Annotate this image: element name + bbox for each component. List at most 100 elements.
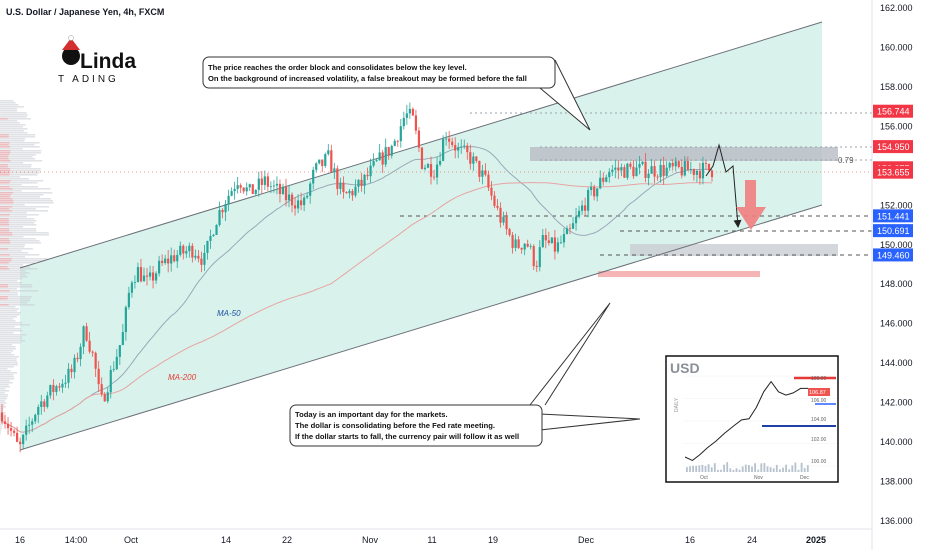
volume-profile-bar (0, 152, 11, 154)
volume-profile-bar (0, 214, 10, 216)
price-tick-label: 138.000 (880, 477, 913, 487)
candle-body (170, 255, 173, 264)
volume-profile-bar (0, 260, 12, 262)
candle-body (194, 255, 197, 258)
volume-profile-bar (0, 124, 26, 126)
candlestick-series (0, 102, 714, 453)
usd-inset-volume-bar (763, 463, 766, 472)
volume-profile-bar (0, 328, 21, 330)
candle-body (215, 224, 218, 235)
candle-body (103, 394, 106, 402)
candle-body (429, 164, 433, 177)
volume-profile-bar (0, 222, 35, 224)
price-badge (873, 248, 913, 262)
candle-body (209, 236, 212, 241)
volume-profile-bar (0, 260, 45, 262)
price-axis[interactable]: 162.000160.000158.000156.000154.000152.0… (871, 0, 913, 550)
candle-body (82, 326, 85, 347)
price-badge (873, 140, 913, 154)
time-axis[interactable]: 16 14:00 Oct 14 22 Nov 11 19 Dec 16 24 2025 (0, 528, 872, 545)
candle-body (37, 406, 40, 415)
volume-profile-bar (0, 388, 6, 390)
volume-profile-bar (0, 200, 54, 202)
volume-profile-bar (0, 402, 7, 404)
bottom-note-line-3: If the dollar starts to fall, the curren… (295, 432, 519, 441)
usd-inset-volume-bar (707, 464, 710, 472)
volume-profile-bar (0, 206, 13, 208)
volume-profile-bar (0, 130, 24, 132)
candle-body (538, 247, 541, 268)
volume-profile-bar (0, 330, 23, 332)
usd-inset-volume-bar (732, 469, 735, 472)
candle-body (348, 190, 351, 194)
candle-body (626, 163, 629, 178)
candle-body (481, 170, 484, 177)
candle-body (665, 167, 668, 176)
volume-profile-bar (0, 172, 40, 174)
candle-body (85, 326, 88, 341)
candle-body (396, 140, 399, 142)
candle-body (683, 160, 686, 176)
candle-body (520, 247, 523, 250)
volume-profile-bar (0, 284, 32, 286)
top-note-callout[interactable]: The price reaches the order block and co… (202, 56, 591, 131)
usd-inset-volume-bar (695, 465, 698, 472)
volume-profile-bar (0, 360, 17, 362)
candle-body (188, 245, 191, 252)
volume-profile-bar (0, 134, 36, 136)
candle-body (550, 237, 553, 244)
volume-profile-bar (0, 156, 33, 158)
usd-inset-volume-bar (772, 468, 775, 472)
candle-body (502, 216, 505, 223)
volume-profile-bar (0, 198, 13, 200)
volume-profile-bar (0, 238, 9, 240)
volume-profile-bar (0, 240, 10, 242)
time-tick-label: 22 (282, 535, 292, 545)
usd-inset-volume-bar (723, 464, 725, 472)
usd-inset-volume-bar (794, 462, 797, 472)
volume-profile-bar (0, 410, 3, 412)
candle-body (445, 138, 448, 140)
volume-profile-bar (0, 166, 32, 168)
price-tick-label: 144.000 (880, 358, 913, 368)
candle-body (641, 161, 644, 165)
volume-profile-bar (0, 290, 39, 292)
usd-inset-chart[interactable]: USD DAILY 106.87 108.00 106.00 104.00 10… (665, 355, 839, 483)
volume-profile-bar (0, 138, 26, 140)
volume-profile-bar (0, 144, 35, 146)
candle-body (662, 164, 665, 176)
usd-inset-volume-bar (738, 469, 741, 472)
candle-body (161, 260, 164, 264)
price-badge-label: 154.950 (877, 142, 910, 152)
candle-body (571, 223, 575, 229)
volume-profile-bar (0, 220, 10, 222)
candle-body (574, 216, 578, 224)
candle-body (608, 172, 611, 178)
volume-profile-bar (0, 342, 21, 344)
candle-body (635, 167, 638, 177)
candle-body (281, 186, 285, 195)
candle-body (414, 115, 418, 131)
bottom-note-pointer-right (539, 413, 641, 431)
volume-profile-bar (0, 164, 8, 166)
price-badge-label: 150.691 (877, 226, 910, 236)
usd-inset-x-tick: Dec (800, 475, 809, 481)
channel-upper-line[interactable] (19, 21, 823, 269)
ma50-line (1, 145, 713, 433)
time-tick-label: Nov (362, 535, 379, 545)
candle-body (547, 240, 550, 244)
candle-body (257, 178, 260, 190)
candle-body (577, 210, 581, 217)
channel-lower-line[interactable] (19, 204, 823, 451)
candle-body (623, 167, 626, 178)
bottom-note-callout[interactable]: Today is an important day for the market… (289, 302, 641, 447)
usd-inset-volume-bar (710, 467, 713, 472)
support-zone (630, 244, 838, 256)
price-tick-label: 160.000 (880, 42, 913, 52)
candle-body (650, 166, 653, 174)
candle-body (680, 166, 683, 176)
candle-body (517, 239, 520, 248)
volume-profile-bar (0, 348, 17, 350)
time-tick-label: 11 (427, 535, 436, 545)
